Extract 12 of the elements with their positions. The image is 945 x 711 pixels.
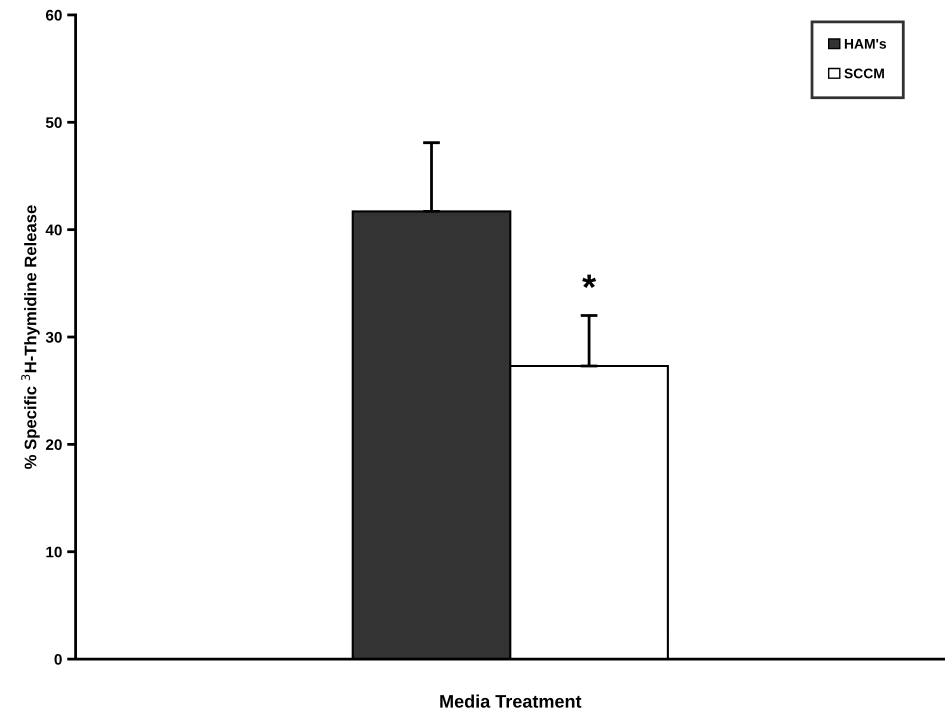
y-tick-label: 40	[46, 224, 62, 236]
y-tick-label: 30	[46, 332, 62, 343]
legend-label: SCCM	[844, 68, 884, 78]
x-axis-title: Media Treatment	[440, 694, 582, 708]
legend-label: HAM's	[844, 39, 886, 49]
y-tick-label: 10	[46, 546, 62, 558]
annotation: *	[582, 274, 596, 288]
y-tick-label: 50	[46, 117, 62, 128]
y-tick-label: 20	[46, 439, 62, 450]
y-axis-title: % Specific $^{3}$H-Thymidine Release	[21, 205, 40, 469]
y-tick-label: 0	[54, 654, 62, 665]
y-tick-label: 60	[46, 10, 62, 21]
